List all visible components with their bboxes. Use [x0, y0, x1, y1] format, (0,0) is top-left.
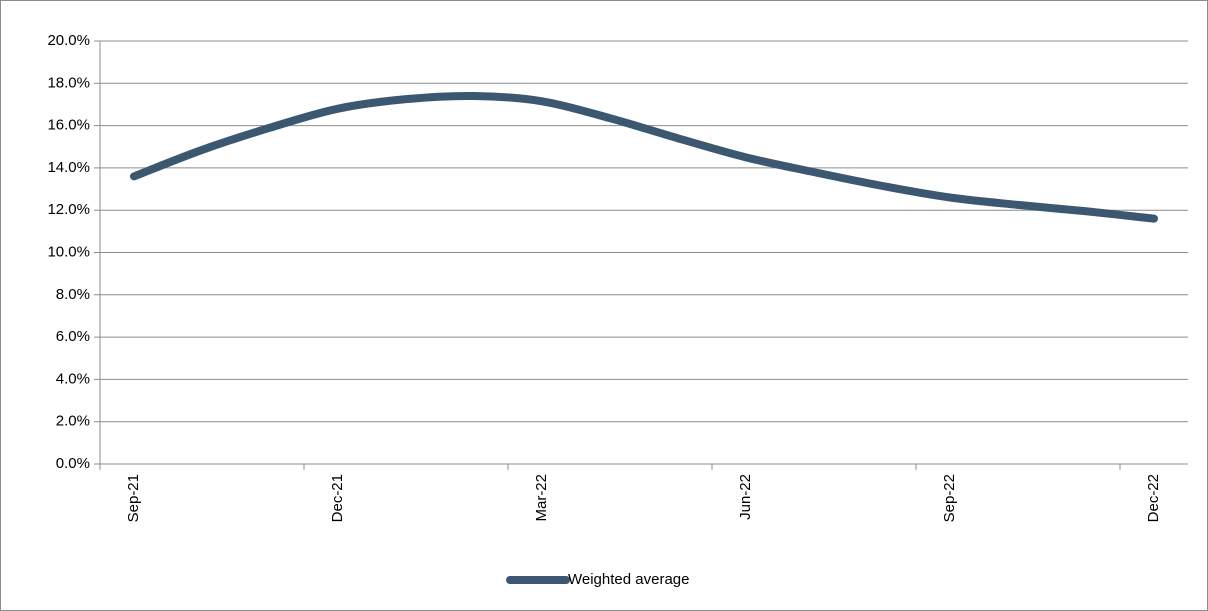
x-tick-label: Jun-22 — [737, 474, 754, 520]
x-tick-label: Sep-22 — [941, 474, 958, 522]
x-tick-label: Dec-22 — [1145, 474, 1162, 522]
y-tick-label: 2.0% — [56, 413, 90, 430]
y-tick-label: 4.0% — [56, 370, 90, 387]
y-tick-label: 18.0% — [47, 74, 90, 91]
x-tick-label: Dec-21 — [329, 474, 346, 522]
x-tick-label: Sep-21 — [125, 474, 142, 522]
y-tick-label: 16.0% — [47, 117, 90, 134]
y-tick-label: 20.0% — [47, 32, 90, 49]
y-tick-label: 6.0% — [56, 328, 90, 345]
y-tick-label: 10.0% — [47, 243, 90, 260]
y-tick-label: 12.0% — [47, 201, 90, 218]
y-tick-label: 0.0% — [56, 455, 90, 472]
data-line — [130, 91, 1158, 223]
x-tick-label: Mar-22 — [533, 474, 550, 522]
y-tick-label: 8.0% — [56, 286, 90, 303]
legend-label: Weighted average — [568, 571, 689, 588]
y-tick-label: 14.0% — [47, 159, 90, 176]
